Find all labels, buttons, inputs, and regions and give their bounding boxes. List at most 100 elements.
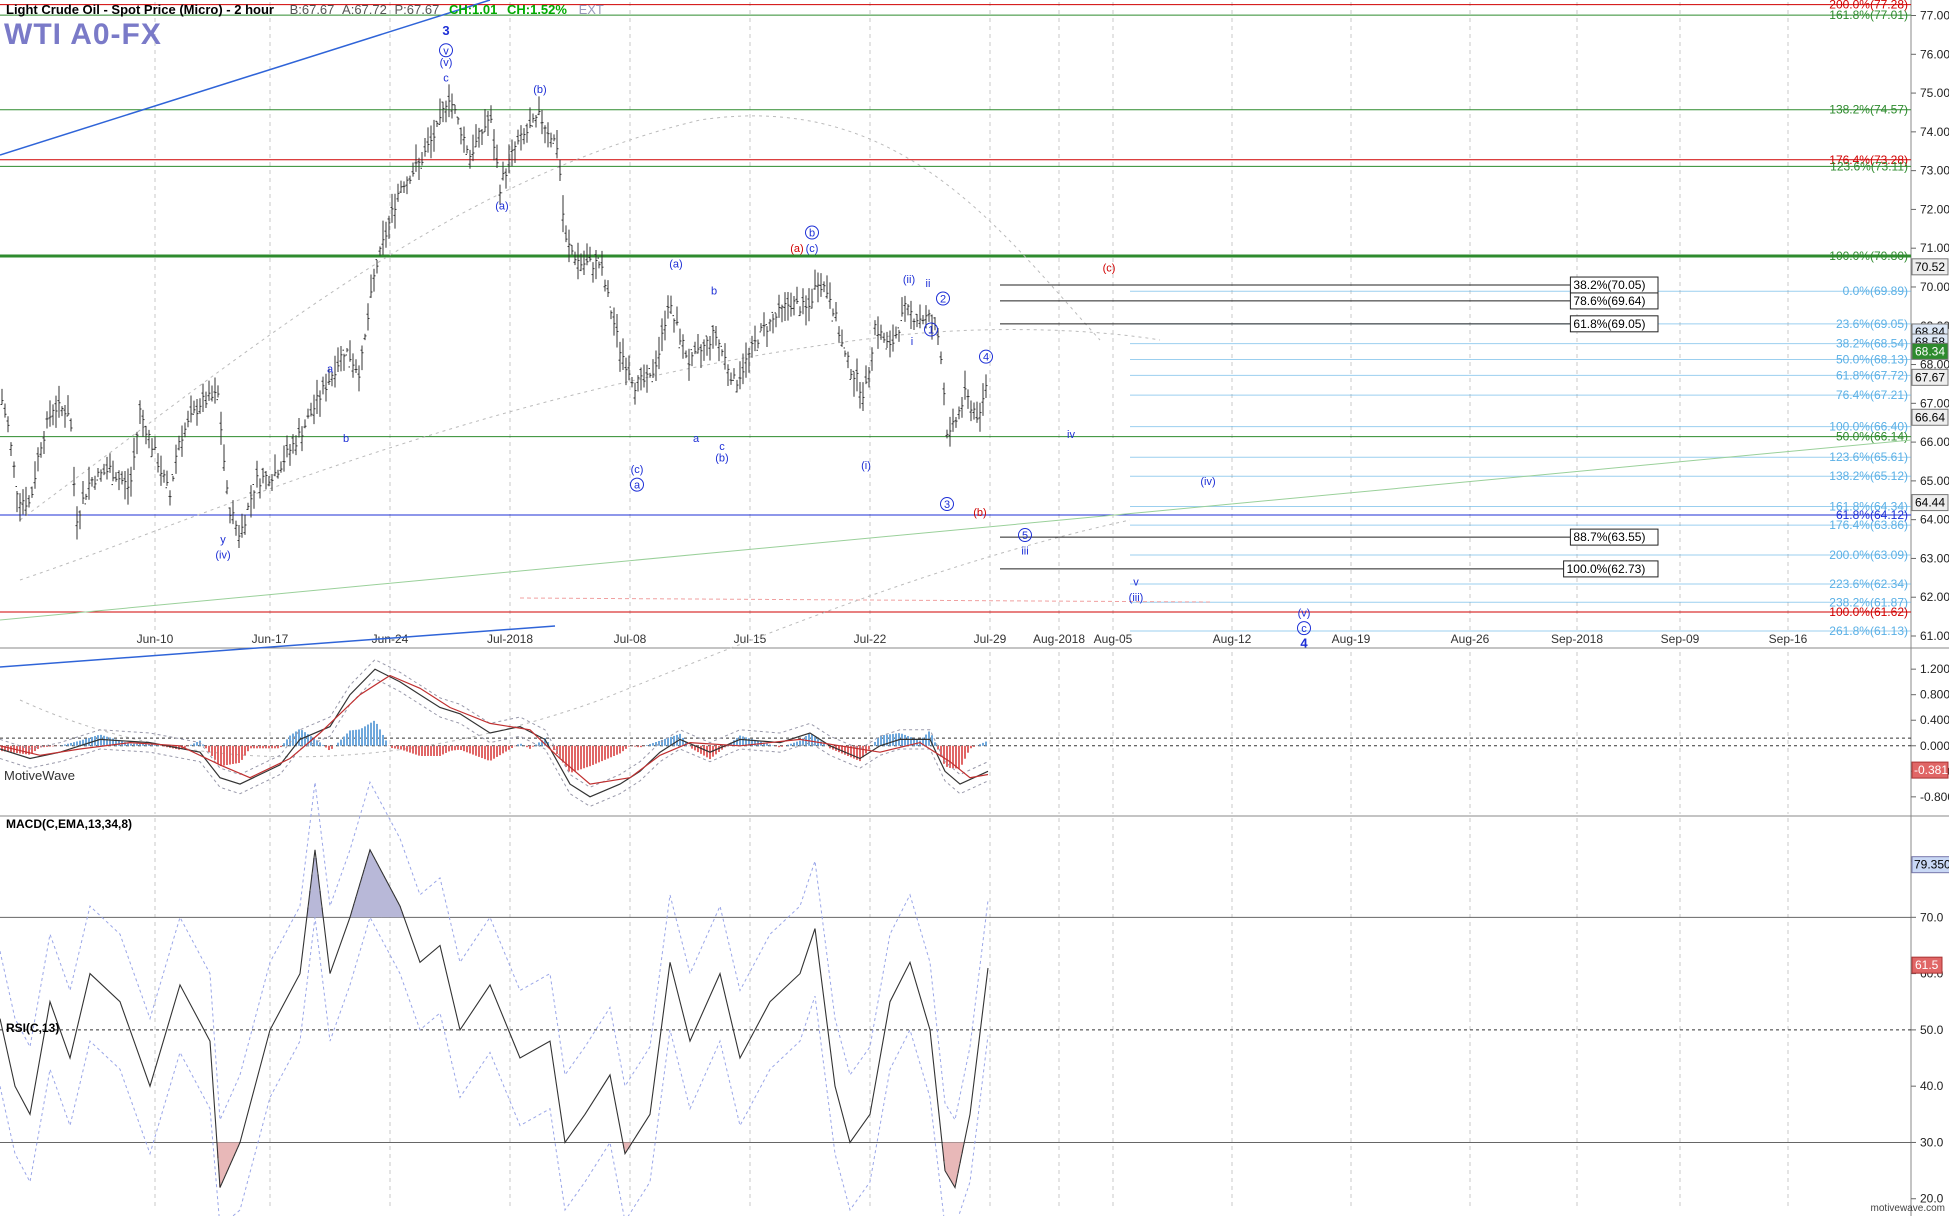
- fib-level-label: 50.0%(66.14): [1836, 430, 1908, 444]
- fib-box-label: 38.2%(70.05): [1573, 278, 1645, 292]
- macd-band-line: [0, 658, 989, 788]
- fib-box: [1569, 292, 1659, 310]
- y-tick-label: 74.00: [1920, 125, 1949, 139]
- chart-header: Light Crude Oil - Spot Price (Micro) - 2…: [6, 2, 604, 17]
- fib-box: [1569, 315, 1659, 333]
- wave-label: (a): [495, 200, 508, 212]
- x-tick-label: Aug-2018: [1033, 632, 1085, 646]
- fib-level-label: 100.0%(66.40): [1829, 420, 1908, 434]
- price-tag-label: 64.44: [1915, 496, 1945, 510]
- fib-box-label: 88.7%(63.55): [1573, 530, 1645, 544]
- wave-label: (a): [790, 243, 803, 255]
- ask-value: A:67.72: [342, 2, 387, 17]
- x-tick-label: Jun-24: [372, 632, 409, 646]
- wave-label: 4: [1300, 636, 1308, 651]
- fib-level-label: 123.6%(65.61): [1829, 450, 1908, 464]
- y-tick-label: 62.00: [1920, 590, 1949, 604]
- wave-circle: [924, 322, 938, 337]
- x-tick-label: Aug-12: [1213, 632, 1252, 646]
- y-tick-label: 1.200: [1920, 662, 1949, 676]
- price-value: P:67.67: [394, 2, 440, 17]
- fib-level-label: 176.4%(73.28): [1829, 153, 1908, 167]
- x-tick-label: Sep-2018: [1551, 632, 1603, 646]
- fib-level-label: 176.4%(63.86): [1829, 518, 1908, 532]
- wave-label: b: [711, 286, 717, 298]
- y-tick-label: 0.800: [1920, 688, 1949, 702]
- x-tick-label: Sep-09: [1661, 632, 1700, 646]
- wave-label: (b): [715, 452, 728, 464]
- fib-box: [1563, 560, 1659, 578]
- wave-label: i: [911, 336, 913, 348]
- y-tick-label: 30.0: [1920, 1135, 1944, 1149]
- wave-label: 3: [944, 499, 950, 511]
- fib-level-label: 138.2%(74.57): [1829, 103, 1908, 117]
- x-tick-label: Aug-05: [1094, 632, 1133, 646]
- brand-label: MotiveWave: [4, 768, 76, 783]
- x-tick-label: Jul-2018: [487, 632, 533, 646]
- wave-label: iv: [1067, 429, 1075, 441]
- macd-title: MACD(C,EMA,13,34,8): [6, 817, 133, 831]
- wave-label: 4: [983, 352, 989, 364]
- trendline: [0, 625, 556, 668]
- envelope-curve: [19, 115, 1101, 521]
- fib-level-label: 200.0%(77.28): [1829, 0, 1908, 12]
- wave-label: a: [693, 433, 700, 445]
- change-percent: CH:1.52%: [506, 2, 567, 17]
- wave-label: 5: [1022, 530, 1028, 542]
- wave-label: 3: [442, 23, 449, 38]
- wave-label: 1: [928, 325, 934, 337]
- x-tick-label: Aug-26: [1451, 632, 1490, 646]
- wave-label: 2: [940, 293, 946, 305]
- y-tick-label: 70.00: [1920, 280, 1949, 294]
- wave-label: (iii): [1129, 592, 1144, 604]
- y-tick-label: 72.00: [1920, 202, 1949, 216]
- rsi-band-line: [0, 915, 989, 1216]
- fib-box-label: 61.8%(69.05): [1573, 317, 1645, 331]
- macd-value-tag: [1911, 761, 1949, 779]
- fib-box: [1569, 528, 1659, 546]
- y-tick-label: 0.400: [1920, 713, 1949, 727]
- fib-level-label: 100.0%(61.62): [1829, 605, 1908, 619]
- y-tick-label: 40.0: [1920, 1079, 1944, 1093]
- wave-circle: [805, 225, 819, 240]
- y-tick-label: -0.800: [1920, 790, 1949, 804]
- price-tag: [1911, 258, 1949, 276]
- wave-label: c: [1301, 623, 1307, 635]
- footer-label: motivewave.com: [1870, 1203, 1945, 1214]
- y-tick-label: 68.00: [1920, 358, 1949, 372]
- fib-level-label: 100.0%(70.80): [1829, 249, 1908, 263]
- wave-label: (iv): [215, 549, 230, 561]
- ext-toggle[interactable]: EXT: [578, 2, 604, 17]
- fib-level-label: 223.6%(62.34): [1829, 577, 1908, 591]
- wave-label: (a): [669, 259, 682, 271]
- wave-label: (v): [440, 57, 453, 69]
- x-tick-label: Jun-17: [252, 632, 289, 646]
- envelope-curve: [19, 519, 1131, 758]
- x-tick-label: Aug-19: [1332, 632, 1371, 646]
- wave-circle: [630, 477, 644, 492]
- y-tick-label: 65.00: [1920, 474, 1949, 488]
- price-tag-label: 68.34: [1915, 344, 1945, 358]
- wave-label: (b): [533, 84, 546, 96]
- fib-level-label: 138.2%(65.12): [1829, 469, 1908, 483]
- x-tick-label: Jul-08: [614, 632, 647, 646]
- wave-label: (ii): [903, 274, 915, 286]
- fib-level-label: 0.0%(69.89): [1843, 284, 1908, 298]
- wave-label: v: [1133, 577, 1139, 589]
- wave-circle: [936, 291, 950, 306]
- macd-band-line: [0, 678, 989, 807]
- price-tag-label: 70.52: [1915, 260, 1945, 274]
- wave-label: (i): [861, 460, 871, 472]
- envelope-curve: [19, 329, 1161, 581]
- wave-circle: [979, 349, 993, 364]
- fib-level-label: 200.0%(63.09): [1829, 548, 1908, 562]
- y-tick-label: 73.00: [1920, 164, 1949, 178]
- wave-label: ii: [926, 278, 931, 290]
- fib-level-label: 61.8%(64.12): [1836, 508, 1908, 522]
- rsi-band-tag: [1911, 856, 1949, 874]
- fib-level-label: 238.2%(61.87): [1829, 595, 1908, 609]
- fib-box-label: 78.6%(69.64): [1573, 294, 1645, 308]
- wave-label: b: [809, 228, 815, 240]
- wave-label: y: [220, 534, 226, 546]
- bid-value: B:67.67: [289, 2, 335, 17]
